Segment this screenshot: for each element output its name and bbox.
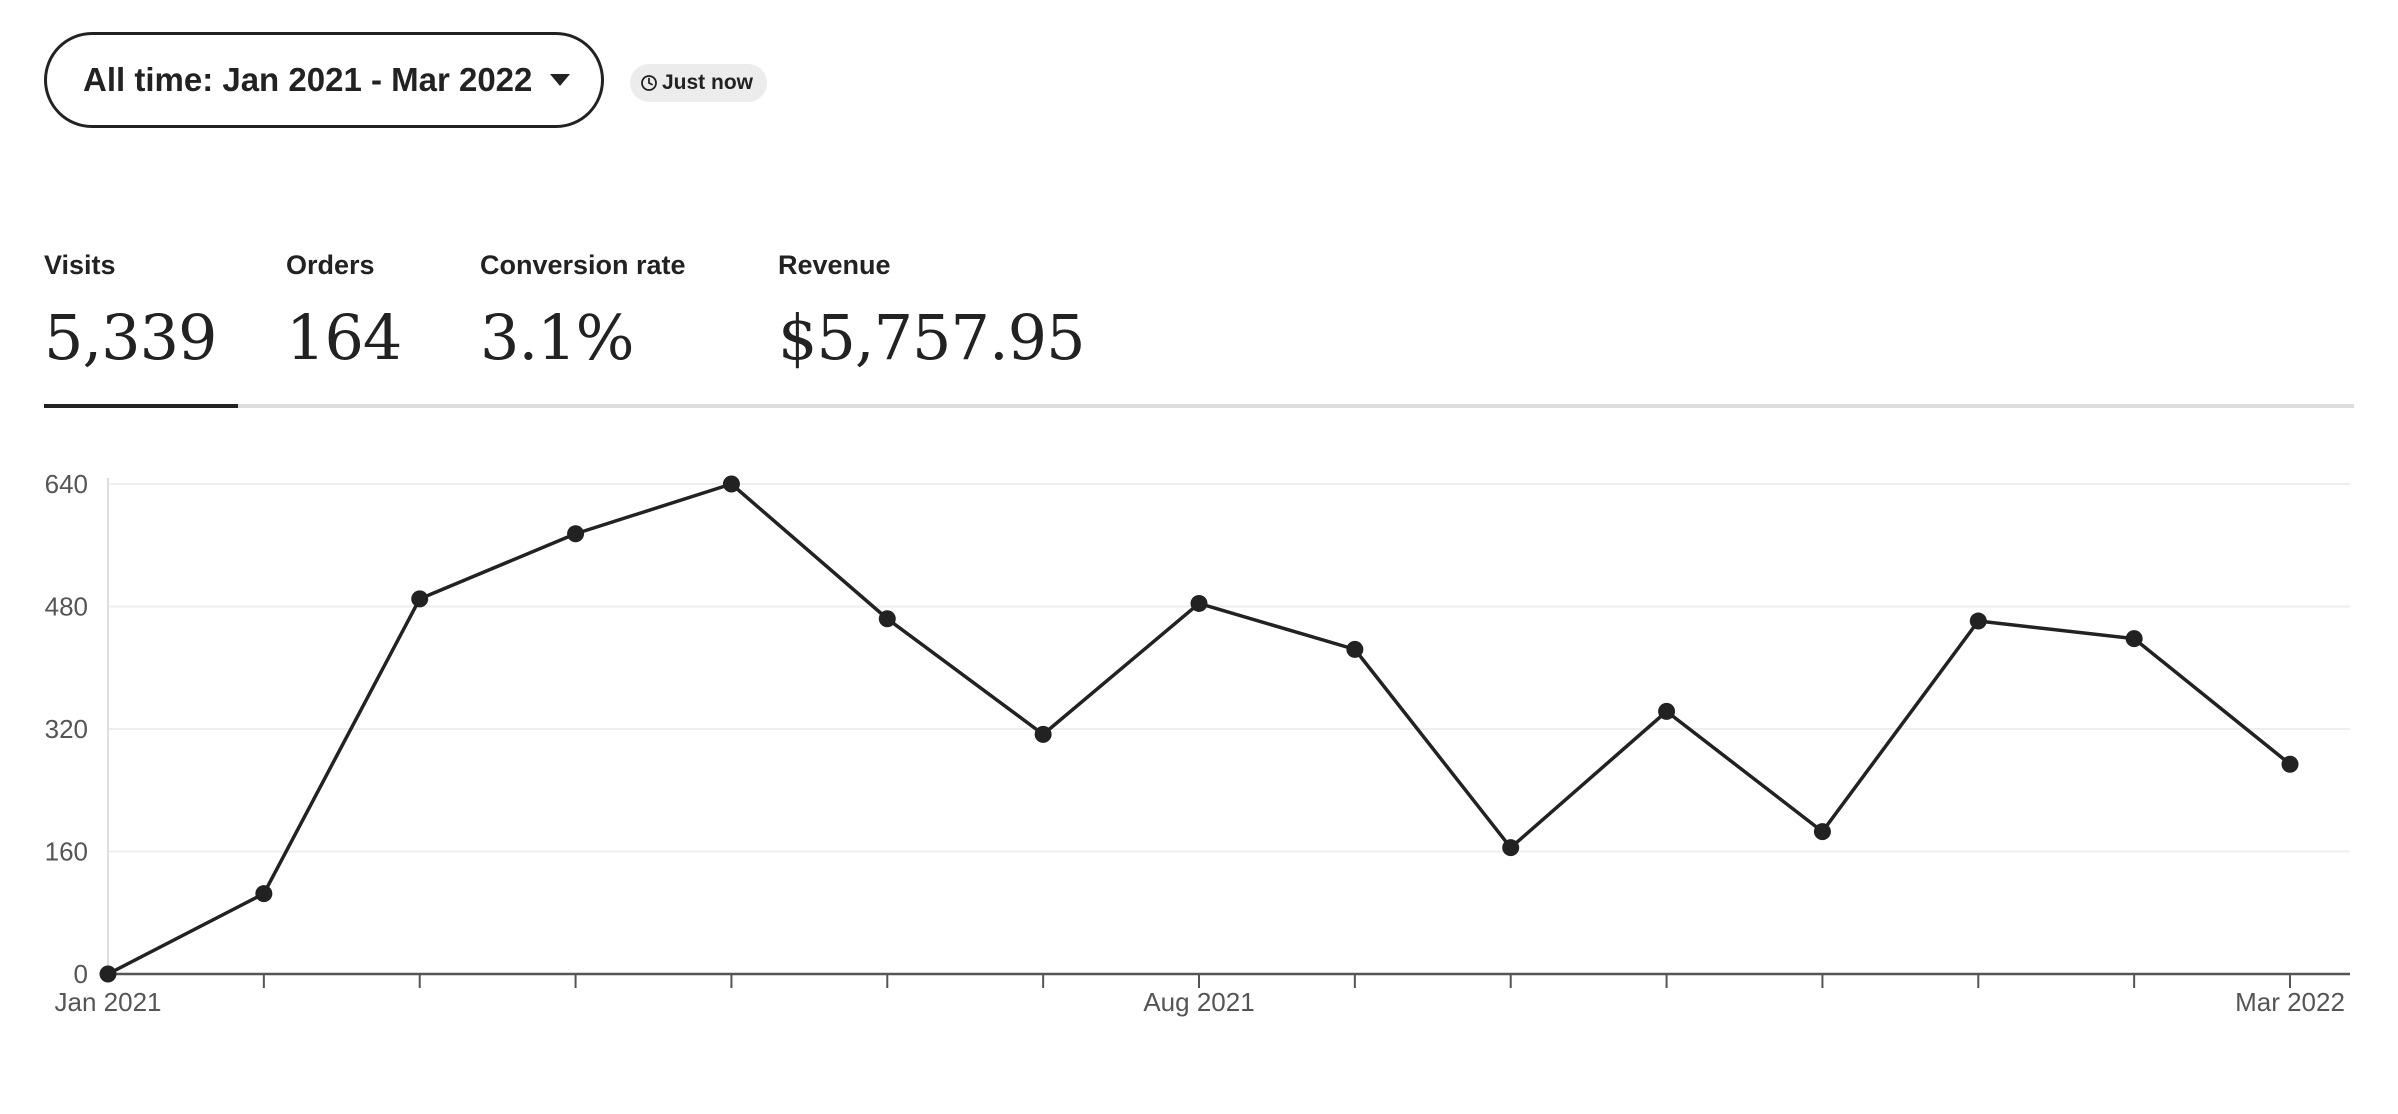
x-tick-label: Jan 2021 [55,987,162,1017]
x-tick-label: Mar 2022 [2235,987,2345,1017]
y-tick-label: 160 [45,837,88,867]
data-point [1190,594,1208,612]
date-range-label: All time: Jan 2021 - Mar 2022 [83,61,533,98]
data-point [2125,630,2143,648]
data-point [722,475,740,493]
tabs-divider [44,404,2354,408]
data-point [1813,823,1831,841]
y-tick-label: 320 [45,714,88,744]
tab-conversion-rate[interactable]: Conversion rate 3.1% [480,250,750,408]
data-point [411,590,429,608]
metric-value-orders: 164 [286,301,402,374]
y-tick-label: 0 [74,959,88,989]
data-point [1969,612,1987,630]
tab-orders[interactable]: Orders 164 [286,250,436,408]
metric-label-visits: Visits [44,250,116,280]
data-point [99,965,117,983]
metric-value-conversion-rate: 3.1% [480,301,635,374]
data-point [1034,725,1052,743]
date-range-selector[interactable]: All time: Jan 2021 - Mar 2022 [44,32,604,128]
metric-label-conversion-rate: Conversion rate [480,250,686,280]
selected-tab-indicator [44,404,238,408]
y-tick-label: 640 [45,469,88,499]
last-updated-badge: Just now [630,64,768,102]
data-point [1346,640,1364,658]
data-point [567,525,585,543]
y-tick-label: 480 [45,592,88,622]
metric-label-revenue: Revenue [778,250,891,280]
metric-label-orders: Orders [286,250,375,280]
visits-line-chart: 0 160 320 480 640 Jan 2021 Aug 2021 Mar 2022 [45,469,2350,1017]
data-point [1502,839,1520,857]
metric-value-visits: 5,339 [44,301,218,374]
data-point [2281,755,2299,773]
tab-revenue[interactable]: Revenue $5,757.95 [778,250,1098,408]
metric-value-revenue: $5,757.95 [778,301,1086,374]
clock-icon [641,75,657,91]
chevron-down-icon [550,74,571,86]
data-point [255,885,273,903]
data-point [878,610,896,628]
last-updated-label: Just now [662,71,754,94]
tab-visits[interactable]: Visits 5,339 [44,250,240,408]
data-point [1658,702,1676,720]
x-tick-label: Aug 2021 [1143,987,1254,1017]
